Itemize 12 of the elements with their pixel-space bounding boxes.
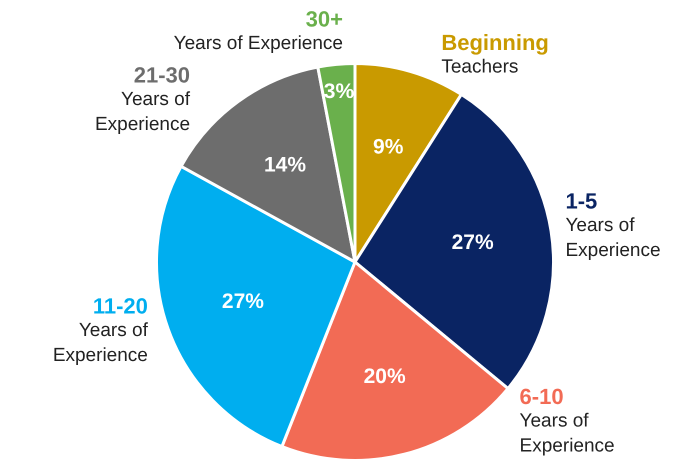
data-label: 20%	[364, 365, 406, 388]
slice-label: 6-10 Years of Experience	[520, 384, 615, 457]
slice-label: 1-5 Years of Experience	[566, 188, 661, 261]
data-label: 14%	[264, 153, 306, 176]
data-label: 9%	[373, 135, 404, 158]
slice-label: 11-20 Years of Experience	[52, 294, 149, 366]
data-label: 27%	[452, 231, 494, 254]
slice-label: Beginning Teachers	[441, 30, 549, 78]
data-label: 27%	[222, 290, 264, 314]
slice-label: 30+ Years of Experience	[174, 6, 343, 54]
slice-label: 21-30 Years of Experience	[94, 62, 191, 136]
data-label: 3%	[324, 80, 354, 103]
